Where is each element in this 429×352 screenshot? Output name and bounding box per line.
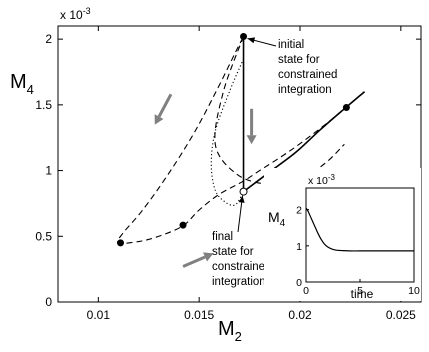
y-axis-label: M4 xyxy=(10,71,34,97)
annotation-final-line-1: final xyxy=(212,231,233,243)
annotation-initial-arrowhead xyxy=(247,37,256,44)
y-exponent-label: x 10-3 xyxy=(60,6,91,22)
annotation-initial-line-3: constrained xyxy=(278,69,337,81)
inset-x-axis-label: time xyxy=(351,287,374,301)
main-axis-ticks: 0.01 0.015 0.02 0.025 0 0.5 1 1.5 2 xyxy=(35,26,421,322)
annotation-final-arrowhead xyxy=(238,195,245,203)
annotation-initial-line-4: integration xyxy=(278,84,332,96)
state-marker-open xyxy=(239,187,248,196)
direction-arrow xyxy=(182,255,206,268)
inset-y-axis-label-sub: 4 xyxy=(280,218,286,229)
inset-x-tick-label: 5 xyxy=(357,285,363,297)
series-line-dashed-0 xyxy=(116,36,365,244)
inset-y-axis-label-base: M xyxy=(268,209,280,225)
annotation-final-line-4: integration xyxy=(212,276,266,288)
annotation-final-line-2: state for xyxy=(212,246,254,258)
state-markers xyxy=(117,33,350,247)
inset-x-tick-label: 0 xyxy=(303,285,309,297)
y-axis-label-base: M xyxy=(10,71,27,93)
inset-y-axis-label: M4 xyxy=(268,209,286,229)
inset-background xyxy=(264,168,421,301)
x-axis-label-base: M xyxy=(218,318,235,340)
inset-y-tick-label: 0 xyxy=(296,277,302,289)
x-tick-label: 0.025 xyxy=(386,308,416,322)
direction-arrowhead xyxy=(203,252,214,262)
annotation-final-line-3: constrained xyxy=(212,261,271,273)
state-marker-filled xyxy=(179,221,187,229)
series-line-dotted-2 xyxy=(210,58,245,206)
inset-y-tick-label: 1 xyxy=(296,241,302,253)
annotation-initial-line-2: state for xyxy=(278,54,320,66)
direction-arrows xyxy=(154,93,257,268)
direction-arrowhead xyxy=(246,135,257,145)
series-line-dashed-1 xyxy=(214,36,345,185)
inset-series-line-0 xyxy=(305,207,414,252)
annotation-final-state: final state for constrained integration xyxy=(212,195,271,288)
x-axis-label-sub: 2 xyxy=(235,329,242,344)
y-tick-label: 0.5 xyxy=(35,229,52,243)
x-tick-label: 0.01 xyxy=(87,308,111,322)
state-marker-filled xyxy=(240,33,248,41)
y-exponent-base: x 10 xyxy=(60,8,83,22)
inset-y-exponent-label: x 10-3 xyxy=(308,173,336,187)
main-plot-frame xyxy=(57,25,422,303)
y-tick-label: 1 xyxy=(45,164,52,178)
y-tick-label: 0 xyxy=(45,295,52,309)
annotation-initial-line-1: initial xyxy=(278,39,304,51)
y-tick-label: 1.5 xyxy=(35,98,52,112)
inset-y-exponent-power: -3 xyxy=(328,173,336,182)
x-tick-label: 0.015 xyxy=(184,308,214,322)
inset-x-tick-label: 10 xyxy=(408,285,420,297)
y-tick-label: 2 xyxy=(45,32,52,46)
direction-arrowhead xyxy=(154,114,164,125)
annotation-initial-state: initial state for constrained integratio… xyxy=(247,37,337,96)
direction-arrow xyxy=(157,93,173,118)
inset-y-tick-label: 2 xyxy=(296,205,302,217)
inset-series-group xyxy=(305,207,414,252)
y-exponent-power: -3 xyxy=(83,6,91,16)
state-marker-filled xyxy=(342,103,350,111)
inset-y-exponent-base: x 10 xyxy=(308,175,328,187)
x-axis-label: M2 xyxy=(218,318,242,344)
y-axis-label-sub: 4 xyxy=(27,82,34,97)
state-marker-filled xyxy=(117,239,125,247)
inset-axis-ticks: 0 5 10 0 1 2 xyxy=(296,205,420,297)
x-tick-label: 0.02 xyxy=(288,308,312,322)
